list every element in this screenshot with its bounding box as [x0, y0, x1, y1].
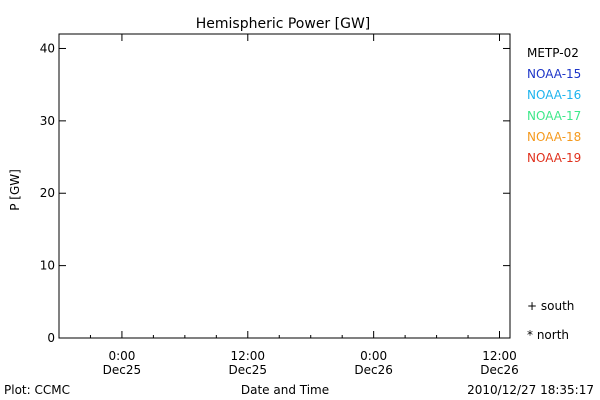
- legend-marker-north: * north: [527, 328, 569, 342]
- x-tick-date-label: Dec26: [354, 363, 393, 377]
- legend-entry-noaa-17: NOAA-17: [527, 109, 581, 123]
- x-tick-label: 12:00: [230, 349, 265, 363]
- y-tick-label: 20: [40, 186, 55, 200]
- x-axis-label: Date and Time: [241, 383, 329, 397]
- legend: METP-02 NOAA-15 NOAA-16 NOAA-17 NOAA-18 NOAA-…: [527, 46, 581, 342]
- legend-entry-noaa-16: NOAA-16: [527, 88, 581, 102]
- legend-entry-noaa-18: NOAA-18: [527, 130, 581, 144]
- y-tick-label: 30: [40, 114, 55, 128]
- y-axis-label: P [GW]: [8, 169, 22, 211]
- y-axis-ticks: 0 10 20 30 40: [40, 41, 510, 345]
- x-tick-date-label: Dec25: [229, 363, 268, 377]
- legend-entry-metp-02: METP-02: [527, 46, 579, 60]
- y-tick-label: 40: [40, 41, 55, 55]
- x-tick-date-label: Dec25: [103, 363, 142, 377]
- chart-title: Hemispheric Power [GW]: [196, 16, 371, 32]
- plot-credit: Plot: CCMC: [4, 383, 70, 397]
- x-tick-label: 0:00: [360, 349, 387, 363]
- plot-frame: [58, 33, 511, 339]
- y-tick-label: 10: [40, 259, 55, 273]
- x-tick-label: 12:00: [482, 349, 517, 363]
- legend-entry-noaa-19: NOAA-19: [527, 151, 581, 165]
- legend-marker-south: + south: [527, 299, 574, 313]
- y-tick-label: 0: [47, 331, 55, 345]
- x-tick-label: 0:00: [108, 349, 135, 363]
- legend-entry-noaa-15: NOAA-15: [527, 67, 581, 81]
- plot-area-border: [58, 33, 511, 339]
- plot-timestamp: 2010/12/27 18:35:17: [467, 383, 594, 397]
- x-tick-date-label: Dec26: [480, 363, 519, 377]
